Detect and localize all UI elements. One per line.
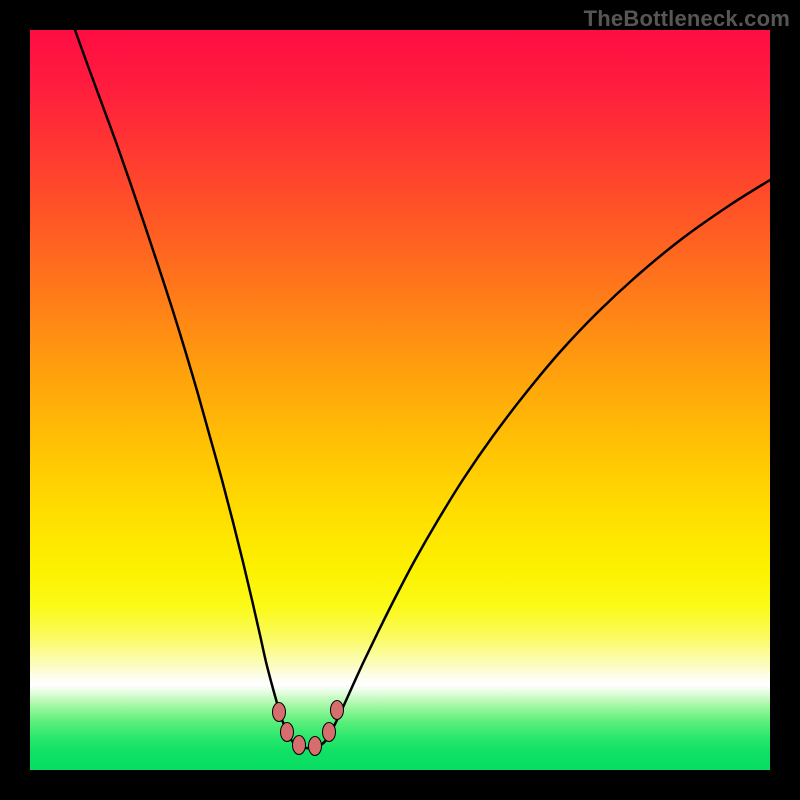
curve-marker	[293, 736, 306, 755]
chart-frame: TheBottleneck.com	[0, 0, 800, 800]
curve-marker	[273, 703, 286, 722]
curve-marker	[309, 737, 322, 756]
bottleneck-curve	[30, 30, 770, 770]
plot-area	[30, 30, 770, 770]
curve-marker	[331, 701, 344, 720]
curve-marker	[281, 723, 294, 742]
watermark-text: TheBottleneck.com	[584, 6, 790, 32]
curve-marker	[323, 723, 336, 742]
